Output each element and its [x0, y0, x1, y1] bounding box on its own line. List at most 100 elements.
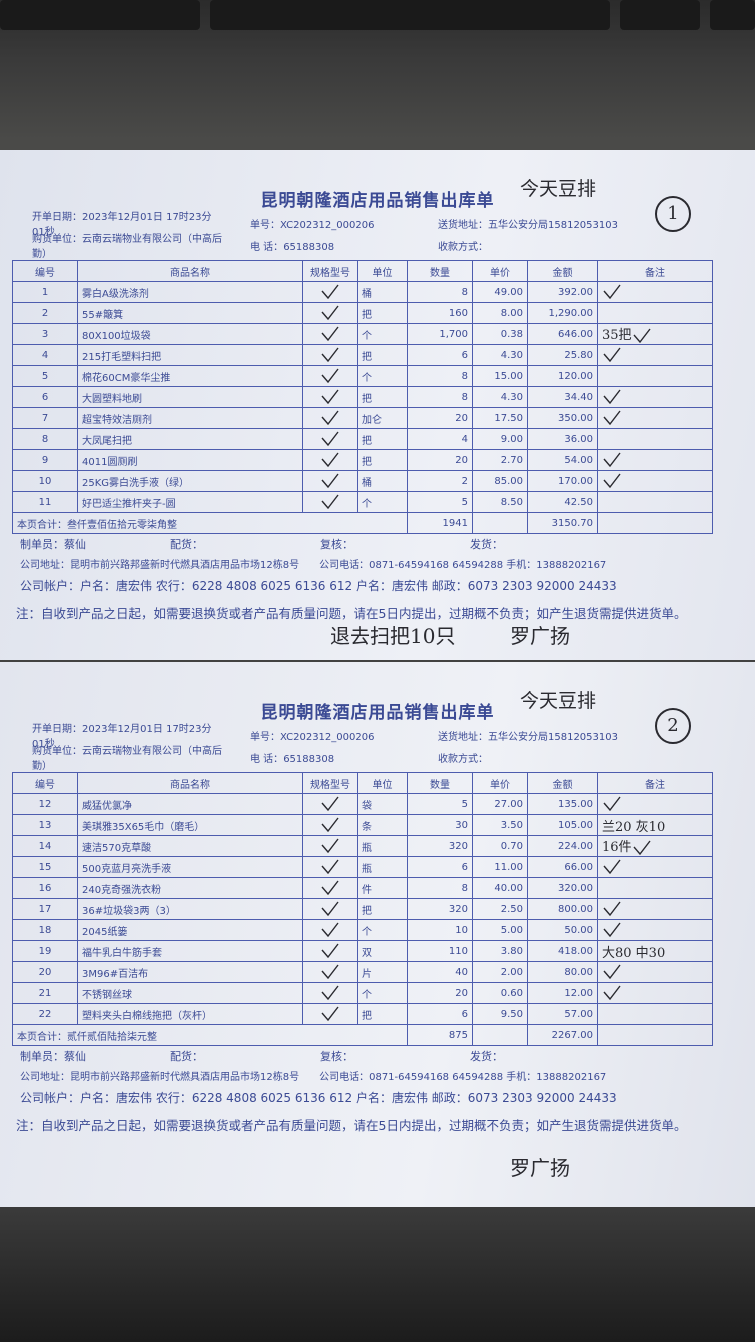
cell-qty: 20	[407, 982, 473, 1004]
meta-label: 电 话：	[250, 753, 284, 765]
signature: 复核：	[320, 1046, 470, 1067]
cell-name: 4011圆厕刷	[77, 449, 303, 471]
cell-spec	[302, 407, 358, 429]
cell-name: 2045纸篓	[77, 919, 303, 941]
cell-no: 9	[12, 449, 78, 471]
cell-spec	[302, 449, 358, 471]
cell-no: 8	[12, 428, 78, 450]
page-mark: 2	[655, 708, 691, 744]
cell-name: 80X100垃圾袋	[77, 323, 303, 345]
signature: 制单员：蔡仙	[20, 534, 170, 555]
cell-name: 美琪雅35X65毛巾（磨毛）	[77, 814, 303, 836]
item-row: 19 福牛乳白牛筋手套 双 110 3.80 418.00 大80 中30	[12, 940, 713, 962]
item-row: 21 不锈钢丝球 个 20 0.60 12.00	[12, 982, 713, 1004]
cell-qty: 1,700	[407, 323, 473, 345]
total-qty: 1941	[407, 512, 473, 534]
meta-label: 单号：	[250, 731, 280, 743]
cell-no: 15	[12, 856, 78, 878]
signature-label: 配货：	[170, 1050, 203, 1063]
column-header: 单价	[472, 772, 528, 794]
cell-unit: 个	[357, 491, 408, 513]
column-header: 单位	[357, 260, 408, 282]
cell-spec	[302, 470, 358, 492]
total-label-text: 本页合计：	[17, 519, 67, 531]
check-mark	[603, 901, 621, 917]
item-row: 16 240克奇强洗衣粉 件 8 40.00 320.00	[12, 877, 713, 899]
cell-price: 0.70	[472, 835, 528, 857]
key	[620, 0, 700, 30]
cell-spec	[302, 877, 358, 899]
check-mark	[321, 494, 339, 510]
cell-no: 18	[12, 919, 78, 941]
cell-no: 7	[12, 407, 78, 429]
cell-remark	[597, 982, 713, 1004]
meta-label: 收款方式：	[438, 241, 488, 253]
cell-remark	[597, 281, 713, 303]
item-row: 8 大凤尾扫把 把 4 9.00 36.00	[12, 428, 713, 450]
account-line: 公司帐户：户名：唐宏伟 农行：6228 4808 6025 6136 612 户…	[20, 1091, 617, 1105]
cell-no: 3	[12, 323, 78, 345]
cell-name: 好巴适尘推杆夹子-圆	[77, 491, 303, 513]
cell-remark	[597, 365, 713, 387]
cell-remark	[597, 407, 713, 429]
cell-amount: 12.00	[527, 982, 598, 1004]
signature-label: 配货：	[170, 538, 203, 551]
cell-no: 22	[12, 1003, 78, 1025]
check-mark	[321, 326, 339, 342]
meta-value: 65188308	[283, 753, 335, 765]
cell-unit: 把	[357, 428, 408, 450]
signature-label: 复核：	[320, 538, 353, 551]
cell-qty: 5	[407, 491, 473, 513]
cell-empty	[597, 512, 713, 534]
column-header: 规格型号	[302, 260, 358, 282]
cell-remark	[597, 470, 713, 492]
check-mark	[321, 922, 339, 938]
column-header: 单位	[357, 772, 408, 794]
sales-table: 编号 商品名称 规格型号 单位 数量 单价 金额 备注 12 威猛优氯净袋 5 27.00 135.00…	[12, 772, 713, 1046]
signature: 发货：	[470, 1046, 620, 1067]
total-qty: 875	[407, 1024, 473, 1046]
item-row: 11 好巴适尘推杆夹子-圆 个 5 8.50 42.50	[12, 491, 713, 513]
check-mark	[603, 473, 621, 489]
cell-name: 超宝特效洁厕剂	[77, 407, 303, 429]
total-amount: 2267.00	[527, 1024, 598, 1046]
cell-amount: 224.00	[527, 835, 598, 857]
meta-label: 开单日期：	[32, 724, 82, 735]
header-row: 编号 商品名称 规格型号 单位 数量 单价 金额 备注	[12, 772, 713, 794]
cell-qty: 20	[407, 407, 473, 429]
meta-row: 购货单位：云南云瑞物业有限公司（中高后勤） 电 话：65188308 收款方式：	[12, 234, 743, 260]
cell-amount: 120.00	[527, 365, 598, 387]
cell-unit: 把	[357, 302, 408, 324]
meta-value: XC202312_000206	[280, 731, 375, 743]
meta-item: 单号：XC202312_000206	[250, 728, 410, 743]
cell-amount: 80.00	[527, 961, 598, 983]
check-mark	[603, 347, 621, 363]
cell-amount: 418.00	[527, 940, 598, 962]
cell-unit: 个	[357, 919, 408, 941]
check-mark	[321, 410, 339, 426]
cell-price: 40.00	[472, 877, 528, 899]
check-mark	[603, 452, 621, 468]
signature-label: 复核：	[320, 1050, 353, 1063]
signature-label: 制单员：	[20, 1050, 64, 1063]
cell-no: 16	[12, 877, 78, 899]
sheet: 昆明朝隆酒店用品销售出库单 今天豆排 1 开单日期：2023年12月01日 17时23…	[0, 150, 755, 660]
meta-row: 开单日期：2023年12月01日 17时23分01秒 单号：XC202312_00…	[12, 212, 743, 238]
cell-price: 9.00	[472, 428, 528, 450]
meta-value: 2023年12月01日 17时23分01秒	[32, 212, 212, 238]
cell-empty	[472, 512, 528, 534]
cell-spec	[302, 814, 358, 836]
check-mark	[321, 901, 339, 917]
cell-remark: 16件	[597, 835, 713, 857]
meta-value: 云南云瑞物业有限公司（中高后勤）	[32, 234, 222, 260]
cell-unit: 桶	[357, 281, 408, 303]
check-mark	[603, 922, 621, 938]
cell-unit: 把	[357, 386, 408, 408]
meta-label: 购货单位：	[32, 746, 82, 757]
cell-name: 3M96#百洁布	[77, 961, 303, 983]
cell-spec	[302, 940, 358, 962]
check-mark	[603, 284, 621, 300]
handwritten-text: 罗广扬	[510, 624, 570, 648]
meta-item: 送货地址：五华公安分局15812053103	[438, 216, 618, 231]
check-mark	[603, 985, 621, 1001]
